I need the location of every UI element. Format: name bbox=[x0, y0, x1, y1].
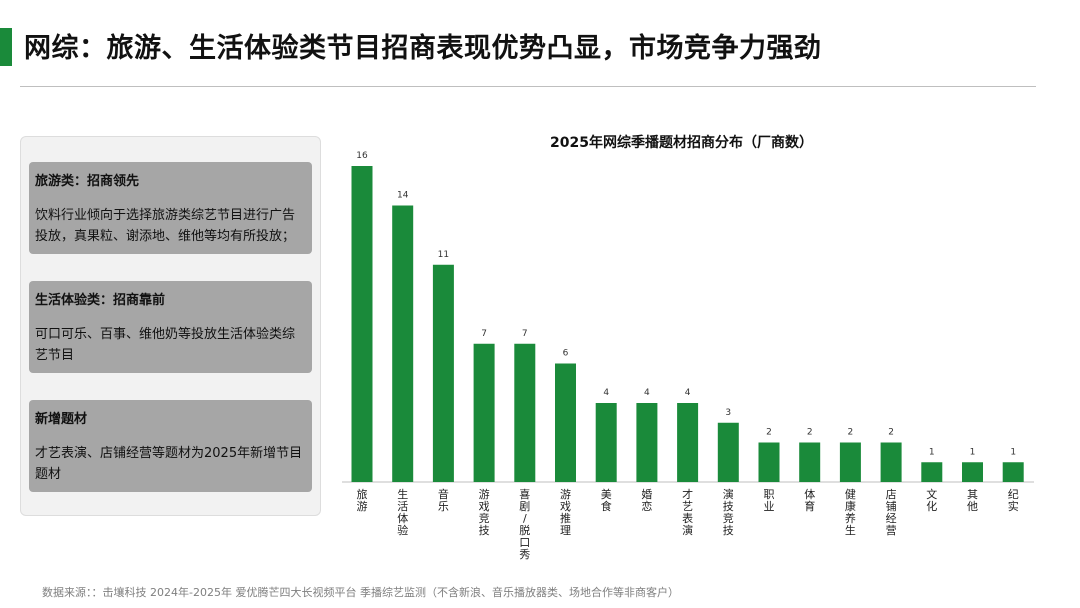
bar bbox=[758, 442, 780, 482]
insight-card-heading: 生活体验类：招商靠前 bbox=[35, 293, 166, 308]
data-label: 4 bbox=[685, 388, 691, 398]
bar bbox=[473, 343, 495, 482]
bar bbox=[392, 205, 414, 482]
page-title: 网综：旅游、生活体验类节目招商表现优势凸显，市场竞争力强劲 bbox=[24, 33, 822, 64]
bar bbox=[677, 403, 699, 482]
category-tick-label: 文化 bbox=[926, 487, 937, 513]
bar bbox=[595, 403, 617, 482]
category-tick-label: 其他 bbox=[967, 488, 978, 513]
bar bbox=[636, 403, 658, 482]
data-source-note: 数据来源：：击壤科技 2024年-2025年 爱优腾芒四大长视频平台 季播综艺监… bbox=[42, 586, 679, 599]
data-label: 16 bbox=[356, 151, 368, 161]
category-tick-label: 游戏推理 bbox=[560, 488, 571, 537]
category-tick-label: 喜剧/脱口秀 bbox=[519, 488, 530, 560]
data-label: 1 bbox=[970, 447, 976, 457]
insight-card-lifestyle: 生活体验类：招商靠前 可口可乐、百事、维他奶等投放生活体验类综艺节目 bbox=[29, 281, 312, 373]
bar bbox=[717, 422, 739, 482]
category-tick-label: 美食 bbox=[601, 488, 612, 513]
bar bbox=[351, 166, 373, 482]
bar bbox=[514, 343, 536, 482]
data-label: 6 bbox=[563, 349, 569, 359]
data-label: 4 bbox=[603, 388, 609, 398]
data-label: 2 bbox=[766, 428, 772, 438]
title-divider bbox=[20, 86, 1036, 87]
category-tick-label: 音乐 bbox=[438, 487, 449, 513]
category-tick-label: 婚恋 bbox=[641, 487, 652, 513]
category-tick-label: 体育 bbox=[804, 487, 815, 513]
category-tick-label: 店铺经营 bbox=[886, 487, 897, 537]
category-tick-label: 生活体验 bbox=[397, 487, 408, 537]
insight-card-body: 饮料行业倾向于选择旅游类综艺节目进行广告投放，真果粒、谢添地、维他等均有所投放； bbox=[35, 208, 296, 244]
data-label: 3 bbox=[725, 408, 731, 418]
bar bbox=[921, 462, 943, 482]
insight-card-travel: 旅游类：招商领先 饮料行业倾向于选择旅游类综艺节目进行广告投放，真果粒、谢添地、… bbox=[29, 162, 312, 254]
data-label: 1 bbox=[1010, 447, 1016, 457]
bar bbox=[799, 442, 821, 482]
category-tick-label: 才艺表演 bbox=[682, 487, 693, 537]
insight-card-new-topics: 新增题材 才艺表演、店铺经营等题材为2025年新增节目题材 bbox=[29, 400, 312, 492]
category-tick-label: 游戏竞技 bbox=[479, 488, 490, 537]
data-label: 2 bbox=[848, 428, 854, 438]
category-tick-label: 健康养生 bbox=[845, 488, 856, 537]
chart-title: 2025年网综季播题材招商分布（厂商数） bbox=[550, 135, 813, 151]
insight-card-heading: 旅游类：招商领先 bbox=[35, 174, 140, 189]
data-label: 4 bbox=[644, 388, 650, 398]
category-tick-label: 旅游 bbox=[357, 487, 368, 513]
bar bbox=[880, 442, 902, 482]
insight-panel: 旅游类：招商领先 饮料行业倾向于选择旅游类综艺节目进行广告投放，真果粒、谢添地、… bbox=[20, 136, 321, 516]
category-tick-label: 纪实 bbox=[1008, 488, 1019, 513]
title-accent-bar bbox=[0, 28, 12, 66]
data-label: 1 bbox=[929, 447, 935, 457]
bar-chart: 16旅游14生活体验11音乐7游戏竞技7喜剧/脱口秀6游戏推理4美食4婚恋4才艺… bbox=[342, 151, 1034, 560]
bar bbox=[962, 462, 983, 482]
data-label: 14 bbox=[397, 191, 409, 201]
data-label: 2 bbox=[888, 428, 894, 438]
insight-card-body: 才艺表演、店铺经营等题材为2025年新增节目题材 bbox=[35, 446, 303, 482]
bar bbox=[432, 264, 454, 482]
bar bbox=[839, 442, 861, 482]
data-label: 7 bbox=[481, 329, 487, 339]
insight-card-heading: 新增题材 bbox=[35, 412, 88, 427]
category-tick-label: 演技竞技 bbox=[723, 487, 734, 537]
category-tick-label: 职业 bbox=[764, 488, 775, 513]
data-label: 11 bbox=[438, 250, 449, 260]
data-label: 7 bbox=[522, 329, 528, 339]
bar bbox=[1002, 462, 1024, 482]
data-label: 2 bbox=[807, 428, 813, 438]
insight-card-body: 可口可乐、百事、维他奶等投放生活体验类综艺节目 bbox=[35, 327, 296, 363]
bar bbox=[555, 363, 576, 482]
